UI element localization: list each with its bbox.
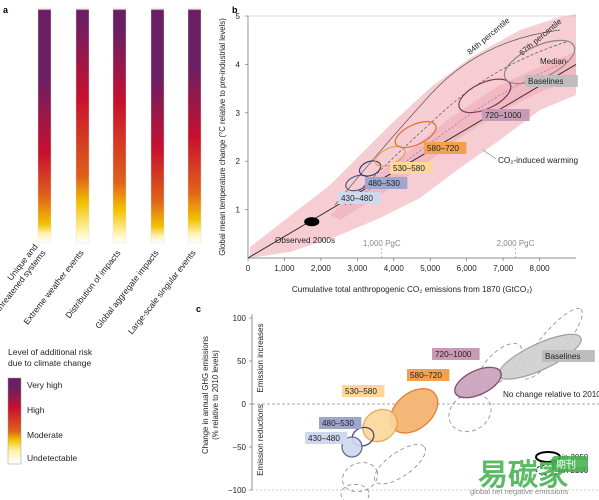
pgc-label-0: 1,000 PgC	[363, 239, 401, 248]
b-xtick-label-4: 4,000	[384, 264, 405, 273]
legend-title-line1: Level of additional risk	[8, 347, 93, 357]
b-ytick-label-3: 3	[236, 109, 241, 118]
b-label-bg-5	[482, 109, 530, 121]
c-label-2: 580–720	[410, 371, 442, 380]
co2-warming-annotation: CO₂-induced warming	[498, 156, 579, 165]
c-label-increases: Emission increases	[256, 324, 265, 393]
burning-ember-4	[150, 7, 165, 244]
percentile-84-curve	[334, 29, 561, 206]
c-label-5: 430–480	[308, 434, 340, 443]
panel-b-plot: 1 2 3 4 5 0 1,000 2,000 3,000 4,000 5,000 6,000 7,00…	[218, 12, 579, 294]
ember-label-4: Global aggregate impacts	[93, 248, 161, 330]
b-label-3: 530–580	[393, 164, 425, 173]
b-xtick-label-6: 6,000	[457, 264, 478, 273]
b-label-bg-6	[525, 75, 578, 87]
b-xtick-label-3: 3,000	[347, 264, 368, 273]
b-y-axis-label: Global mean temperature change (°C relat…	[218, 18, 227, 256]
percentile-plume	[250, 14, 576, 258]
ember-label-5: Large-scale singular events	[126, 248, 198, 336]
pgc-label-1: 2,000 PgC	[497, 239, 535, 248]
c-dashed-ellipse-4	[342, 462, 378, 493]
c-ellipse-3	[362, 408, 398, 443]
c-note: global net negative emissions	[470, 487, 569, 496]
b-xtick-label-0: 0	[246, 264, 251, 273]
legend-moderate: Moderate	[27, 430, 63, 440]
b-xtick-label-8: 8,000	[530, 264, 551, 273]
c-label-reductions: Emission reductions	[256, 404, 265, 476]
panel-c: c 100 50 0 −50 −100 No change relative to 201…	[196, 304, 599, 500]
b-label-4: 580–720	[427, 144, 459, 153]
panel-c-plot: 100 50 0 −50 −100 No change relative to 2010 C…	[201, 308, 599, 500]
b-ellipse-5	[458, 78, 512, 114]
b-x-axis-label: Cumulative total anthropogenic CO₂ emiss…	[292, 285, 533, 294]
b-label-1: 430–480	[341, 194, 373, 203]
c-ytick-label-0: 100	[233, 314, 247, 323]
watermark-badge	[552, 456, 588, 472]
legend-undetectable: Undetectable	[27, 453, 77, 463]
c-label-0: Baselines	[545, 352, 581, 361]
panel-a-label: a	[3, 5, 9, 15]
burning-ember-3	[112, 7, 127, 244]
b-label-bg-4	[424, 142, 467, 154]
watermark-badge-text: 期刊	[556, 459, 576, 471]
panel-b: b 1 2 3 4 5 0 1,000 2,000 3,000 4,000 5,000 6,000 7,…	[218, 5, 579, 294]
c-ytick-label-2: 0	[242, 400, 247, 409]
b-label-bg-3	[390, 162, 433, 174]
c-ellipse-1	[454, 366, 502, 399]
b-ytick-label-2: 2	[236, 157, 241, 166]
b-ytick-label-4: 4	[236, 60, 241, 69]
co2-warming-pointer	[482, 149, 497, 160]
legend-high: High	[27, 405, 45, 415]
b-label-bg-1	[338, 192, 381, 204]
legend-color-bar	[7, 377, 22, 465]
c-label-bg-1	[432, 348, 480, 360]
c-dashed-ellipse-5	[340, 483, 370, 500]
c-label-bg-5	[305, 432, 348, 444]
b-ellipse-2	[358, 160, 382, 177]
panel-c-label: c	[196, 304, 201, 314]
percentile-67-curve	[344, 41, 567, 206]
c-zero-label: No change relative to 2010	[503, 390, 599, 399]
b-label-bg-2	[365, 177, 408, 189]
legend-title-line2: due to climate change	[8, 358, 91, 368]
b-ytick-label-5: 5	[236, 12, 241, 21]
b-label-6: Baselines	[528, 77, 564, 86]
watermark: 易碳家 期刊	[478, 456, 588, 493]
c-label-1: 720–1000	[435, 350, 472, 359]
c-label-bg-3	[342, 385, 385, 397]
legend-very-high: Very high	[27, 380, 63, 390]
b-ytick-label-1: 1	[236, 206, 241, 215]
burning-ember-5	[187, 7, 202, 244]
c-ytick-label-3: −50	[232, 443, 246, 452]
b-ellipse-0	[304, 217, 320, 227]
b-xtick-label-7: 7,000	[493, 264, 514, 273]
c-label-bg-0	[542, 350, 595, 362]
c-dashed-ellipse-0	[521, 308, 583, 380]
burning-ember-1	[37, 7, 52, 244]
c-ytick-label-1: 50	[237, 357, 246, 366]
burning-ember-2	[75, 7, 90, 244]
b-label-observed: Observed 2000s	[275, 236, 335, 245]
risk-legend: Level of additional risk due to climate …	[7, 347, 93, 465]
c-label-bg-4	[319, 417, 362, 429]
c-label-3: 530–580	[345, 387, 377, 396]
b-xtick-label-5: 5,000	[420, 264, 441, 273]
b-xtick-label-2: 2,000	[311, 264, 332, 273]
b-label-5: 720–1000	[485, 111, 522, 120]
c-ytick-label-4: −100	[228, 486, 247, 495]
b-ellipse-4	[394, 120, 437, 149]
c-dashed-ellipse-3	[374, 443, 426, 485]
c-label-4: 480–530	[322, 419, 354, 428]
c-label-bg-2	[407, 369, 450, 381]
co2-warming-line	[247, 63, 577, 259]
burning-embers	[37, 7, 202, 244]
c-y-axis-label: Change in annual GHG emissions(% relativ…	[201, 336, 220, 454]
b-label-2: 480–530	[368, 179, 400, 188]
panel-b-label: b	[232, 5, 238, 15]
b-xtick-label-1: 1,000	[274, 264, 295, 273]
label-median: Median	[540, 57, 566, 66]
